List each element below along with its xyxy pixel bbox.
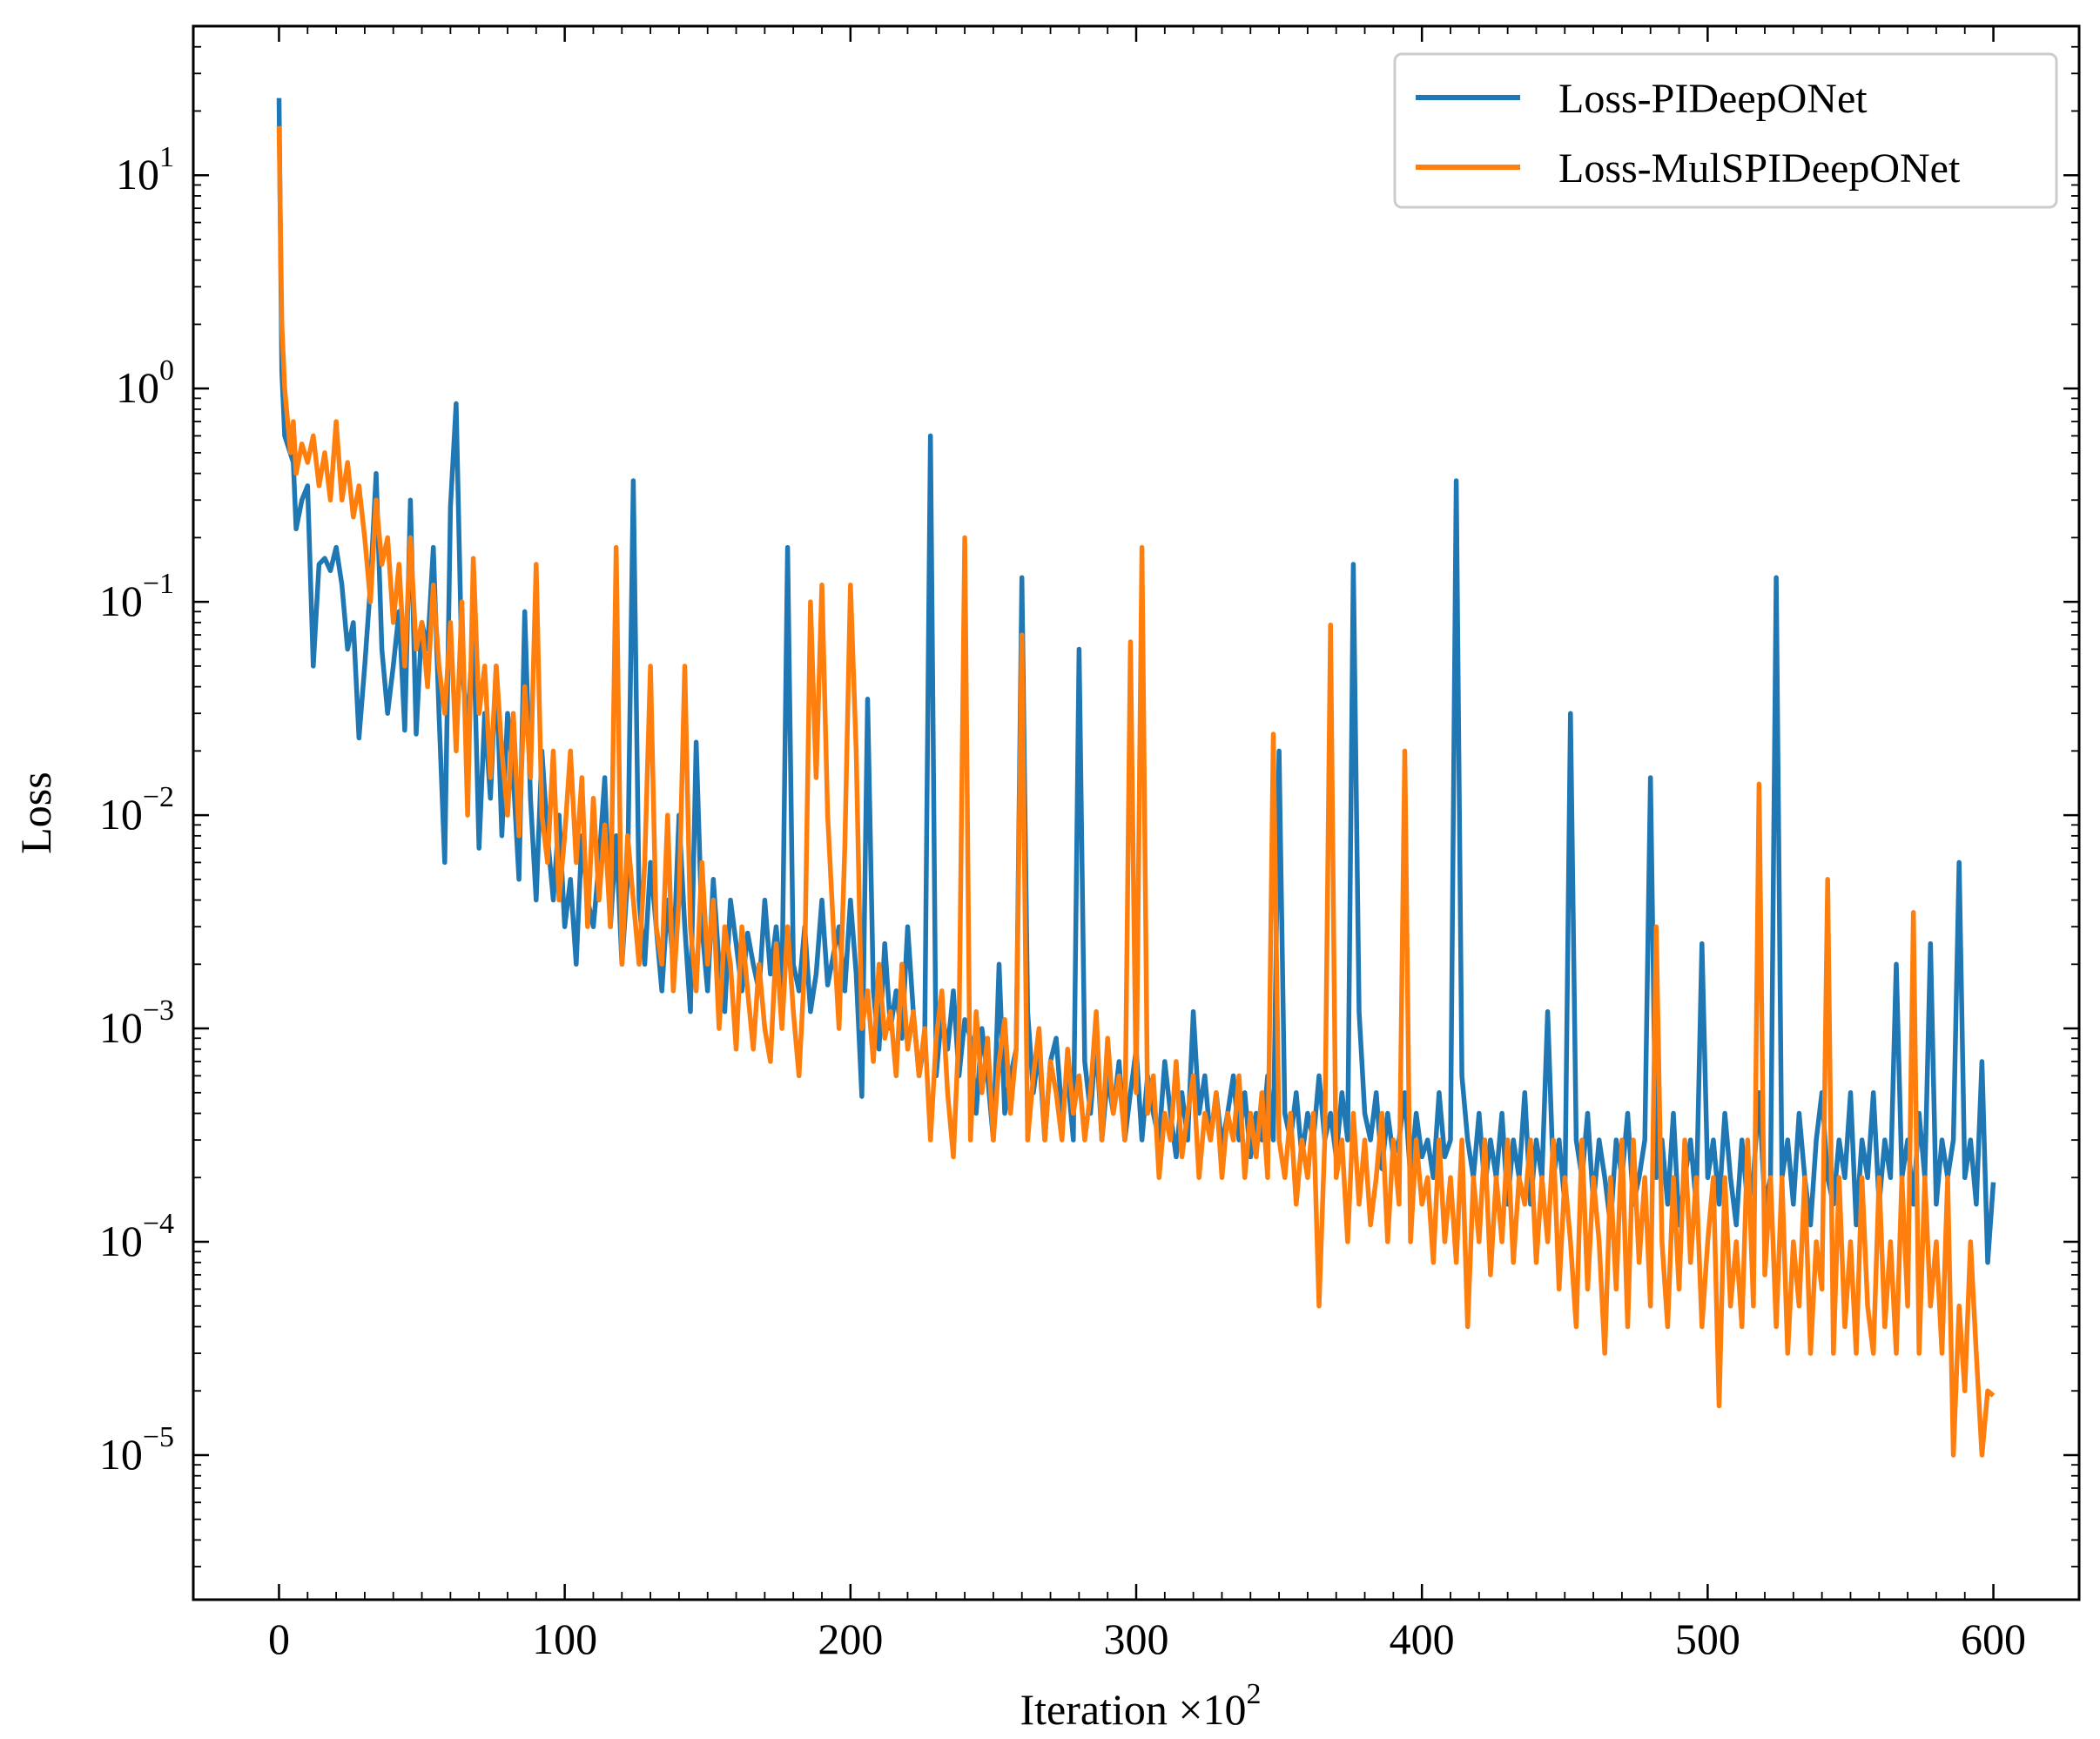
x-tick-label: 400 <box>1390 1614 1455 1663</box>
x-axis-label: Iteration ×102 <box>1020 1678 1261 1734</box>
y-tick-label: 10−5 <box>99 1421 174 1479</box>
x-tick-label: 100 <box>532 1614 597 1663</box>
x-tick-label: 0 <box>268 1614 290 1663</box>
x-tick-label: 600 <box>1961 1614 2026 1663</box>
legend-label-loss-mulspideeponet: Loss-MulSPIDeepONet <box>1558 145 1961 192</box>
y-tick-label: 10−2 <box>99 781 174 839</box>
y-tick-label: 10−4 <box>99 1208 174 1265</box>
x-tick-label: 500 <box>1675 1614 1740 1663</box>
y-axis-label: Loss <box>11 772 60 853</box>
series-layer <box>276 98 1996 1458</box>
legend: Loss-PIDeepONet Loss-MulSPIDeepONet <box>1393 52 2058 209</box>
axes-layer: 0 100 200 300 400 500 600 101 100 10−1 10−2 10−3 10−… <box>11 24 2081 1734</box>
x-tick-label: 300 <box>1104 1614 1169 1663</box>
y-tick-label: 100 <box>116 354 174 412</box>
y-tick-label: 10−3 <box>99 994 174 1052</box>
legend-box <box>1393 52 2058 209</box>
series-line-loss-pideeponet <box>276 98 1996 1265</box>
series-line-loss-mulspideeponet <box>276 125 1996 1458</box>
legend-label-loss-pideeponet: Loss-PIDeepONet <box>1558 76 1868 122</box>
y-tick-label: 10−1 <box>99 568 174 625</box>
y-tick-label: 101 <box>116 141 174 199</box>
x-tick-label: 200 <box>818 1614 883 1663</box>
